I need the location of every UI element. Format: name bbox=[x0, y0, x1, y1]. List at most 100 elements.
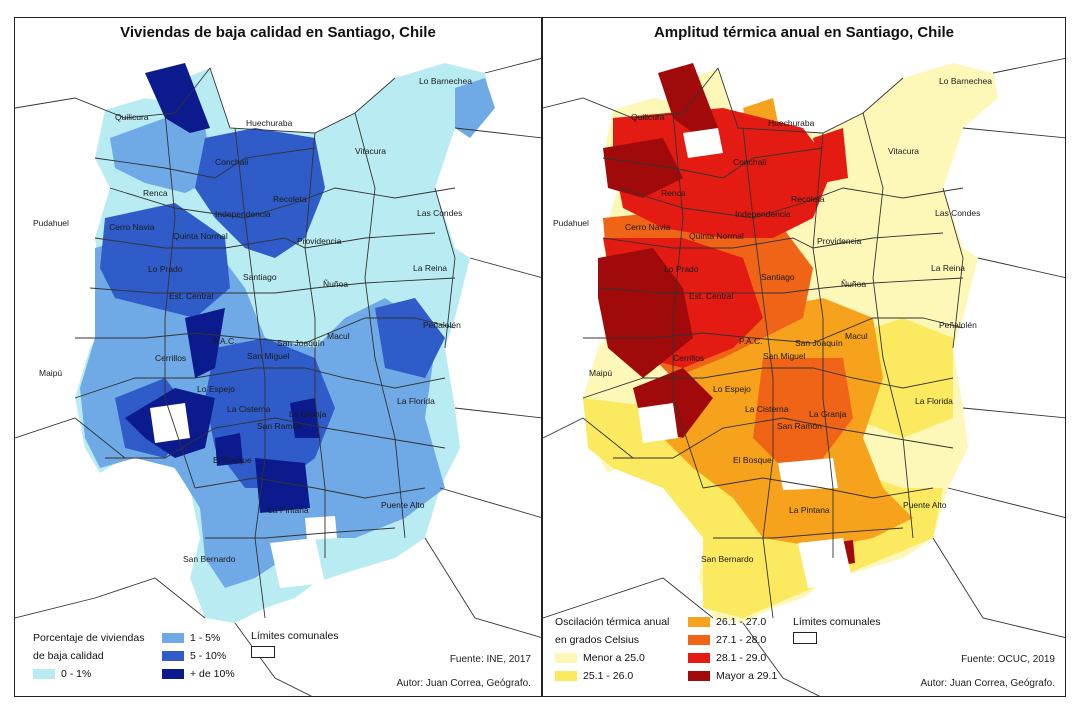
class-5-10-core bbox=[195, 128, 325, 258]
comuna-label: San Joaquín bbox=[795, 338, 843, 348]
legend-label: 25.1 - 26.0 bbox=[583, 670, 634, 682]
class-28-29-region bbox=[613, 108, 833, 238]
comuna-label: San Miguel bbox=[247, 351, 290, 361]
comuna-label: Est. Central bbox=[689, 291, 734, 301]
comuna-label: La Reina bbox=[931, 263, 966, 273]
comuna-label: San Joaquín bbox=[277, 338, 325, 348]
map-source: Fuente: INE, 2017 bbox=[449, 654, 531, 665]
non-urban-area bbox=[798, 538, 853, 588]
legend-swatch bbox=[162, 669, 184, 680]
comuna-label: La Granja bbox=[289, 409, 327, 419]
map-title: Viviendas de baja calidad en Santiago, C… bbox=[120, 24, 436, 41]
comuna-label: Quinta Normal bbox=[689, 231, 744, 241]
comuna-label: Maipú bbox=[39, 368, 63, 378]
comuna-label: P.A.C. bbox=[213, 336, 237, 346]
comuna-label: Huechuraba bbox=[246, 118, 293, 128]
class-over-29-northwest bbox=[603, 138, 683, 198]
comuna-label: Vitacura bbox=[355, 146, 387, 156]
boundary-legend-swatch bbox=[793, 632, 817, 644]
comuna-label: San Bernardo bbox=[701, 554, 754, 564]
comuna-label: La Florida bbox=[397, 396, 435, 406]
comuna-label: La Cisterna bbox=[745, 404, 789, 414]
legend-label: + de 10% bbox=[190, 668, 235, 680]
comuna-label: Independencia bbox=[735, 209, 791, 219]
legend-swatch bbox=[688, 653, 710, 664]
legend-swatch bbox=[555, 671, 577, 682]
legend-item: 27.1 - 28.0 bbox=[688, 634, 766, 646]
comuna-label: Peñalolén bbox=[423, 320, 461, 330]
thermal-amplitude-map bbox=[543, 57, 1065, 696]
class-over-10-bosque bbox=[215, 433, 243, 466]
comuna-label: Santiago bbox=[761, 272, 795, 282]
commune-boundaries bbox=[15, 58, 541, 696]
non-urban-area bbox=[778, 458, 838, 490]
legend-label: 5 - 10% bbox=[190, 650, 227, 662]
comuna-label: Lo Prado bbox=[148, 264, 183, 274]
map-legend: Porcentaje de viviendas de baja calidad … bbox=[15, 18, 541, 696]
comuna-label: P.A.C. bbox=[739, 336, 763, 346]
legend-item: 25.1 - 26.0 bbox=[555, 670, 633, 682]
non-urban-area bbox=[150, 403, 190, 443]
map-title: Amplitud térmica anual en Santiago, Chil… bbox=[653, 24, 955, 41]
comuna-label: Vitacura bbox=[888, 146, 920, 156]
comuna-label: Est. Central bbox=[169, 291, 214, 301]
boundary-legend-label: Límites comunales bbox=[793, 616, 881, 628]
legend-swatch bbox=[555, 653, 577, 664]
legend-title: en grados Celsius bbox=[555, 634, 640, 646]
low-quality-housing-map bbox=[15, 58, 541, 696]
comuna-label: Las Condes bbox=[417, 208, 463, 218]
non-urban-area bbox=[683, 128, 723, 158]
legend-item: 0 - 1% bbox=[33, 668, 91, 680]
non-urban-area bbox=[270, 538, 325, 588]
boundary-legend-label: Límites comunales bbox=[251, 630, 339, 642]
comuna-label: Quinta Normal bbox=[173, 231, 228, 241]
comuna-label: San Ramón bbox=[257, 421, 302, 431]
legend-swatch bbox=[688, 635, 710, 646]
comuna-label: Ñuñoa bbox=[841, 279, 867, 289]
comuna-label: Macul bbox=[327, 331, 350, 341]
comuna-label: Macul bbox=[845, 331, 868, 341]
comuna-label: Conchalí bbox=[733, 157, 767, 167]
legend-item: Mayor a 29.1 bbox=[688, 670, 777, 682]
comuna-label: Conchalí bbox=[215, 157, 249, 167]
map-author: Autor: Juan Correa, Geógrafo. bbox=[396, 678, 531, 689]
comuna-label: Recoleta bbox=[273, 194, 307, 204]
comuna-label: Quilicura bbox=[115, 112, 149, 122]
comuna-label: Lo Espejo bbox=[197, 384, 235, 394]
commune-boundaries bbox=[543, 57, 1065, 696]
non-urban-area bbox=[638, 403, 678, 443]
comuna-label: Cerrillos bbox=[673, 353, 705, 363]
legend-item: + de 10% bbox=[162, 668, 235, 680]
comuna-label: Lo Barnechea bbox=[939, 76, 992, 86]
comuna-label: La Florida bbox=[915, 396, 953, 406]
comuna-label: Renca bbox=[661, 188, 686, 198]
comuna-label: Santiago bbox=[243, 272, 277, 282]
low-quality-housing-map-panel: Viviendas de baja calidad en Santiago, C… bbox=[14, 17, 542, 697]
comuna-label: Maipú bbox=[589, 368, 613, 378]
comuna-label: Lo Prado bbox=[664, 264, 699, 274]
class-5-10-west bbox=[100, 203, 230, 318]
legend-swatch bbox=[162, 651, 184, 662]
comuna-label: La Reina bbox=[413, 263, 448, 273]
legend-item: 1 - 5% bbox=[162, 632, 220, 644]
legend-swatch bbox=[688, 671, 710, 682]
class-over-10-north bbox=[145, 63, 210, 133]
comuna-label: San Ramón bbox=[777, 421, 822, 431]
comuna-label: Cerro Navia bbox=[625, 222, 671, 232]
comuna-label: Recoleta bbox=[791, 194, 825, 204]
comuna-label: Pudahuel bbox=[33, 218, 69, 228]
comuna-label: Independencia bbox=[215, 209, 271, 219]
legend-item: 28.1 - 29.0 bbox=[688, 652, 766, 664]
comuna-label: Huechuraba bbox=[768, 118, 815, 128]
legend-title: de baja calidad bbox=[33, 650, 104, 662]
comuna-label: San Bernardo bbox=[183, 554, 236, 564]
legend-title: Oscilación térmica anual bbox=[555, 616, 670, 628]
legend-item: 5 - 10% bbox=[162, 650, 226, 662]
legend-label: 26.1 - 27.0 bbox=[716, 616, 767, 628]
class-1-5-north bbox=[110, 118, 215, 193]
legend-title: Porcentaje de viviendas bbox=[33, 632, 145, 644]
map-source: Fuente: OCUC, 2019 bbox=[961, 654, 1055, 665]
comuna-label: Lo Barnechea bbox=[419, 76, 472, 86]
legend-swatch bbox=[162, 633, 184, 644]
thermal-amplitude-map-panel: Amplitud térmica anual en Santiago, Chil… bbox=[542, 17, 1066, 697]
